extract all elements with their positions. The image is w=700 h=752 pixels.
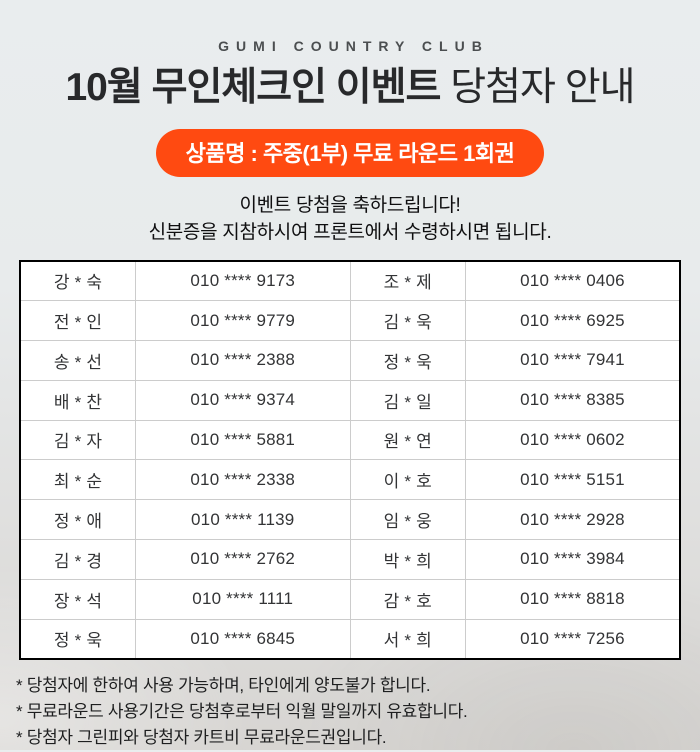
winner-phone-cell: 010 **** 1139 [135, 499, 351, 540]
winner-phone-cell: 010 **** 2388 [135, 339, 351, 381]
winner-phone-cell: 010 **** 0602 [465, 419, 681, 461]
winner-name-cell: 최 * 순 [19, 459, 136, 501]
winner-name-cell: 김 * 일 [349, 379, 466, 421]
table-row: 배 * 찬 010 **** 9374 김 * 일 010 **** 8385 [19, 379, 681, 421]
table-row: 정 * 애 010 **** 1139 임 * 웅 010 **** 2928 [19, 499, 681, 540]
winner-phone-cell: 010 **** 1111 [135, 578, 351, 620]
winner-name-cell: 정 * 욱 [19, 618, 136, 660]
winner-phone-cell: 010 **** 6925 [465, 300, 681, 341]
winners-table-body: 강 * 숙 010 **** 9173 조 * 제 010 **** 0406 전 * … [19, 260, 681, 660]
winner-name-cell: 장 * 석 [19, 578, 136, 620]
winners-table: 강 * 숙 010 **** 9173 조 * 제 010 **** 0406 전 * … [19, 259, 681, 660]
note-line: * 무료라운드 사용기간은 당첨후로부터 익월 말일까지 유효합니다. [16, 702, 468, 722]
winner-phone-cell: 010 **** 7941 [465, 339, 681, 381]
table-row: 김 * 자 010 **** 5881 원 * 연 010 **** 0602 [19, 419, 681, 461]
club-name: GUMI COUNTRY CLUB [218, 38, 489, 54]
page-title-rest: 당첨자 안내 [440, 66, 635, 109]
winner-name-cell: 정 * 애 [19, 499, 136, 540]
congrats-line-1: 이벤트 당첨을 축하드립니다! [239, 194, 461, 216]
winner-name-cell: 배 * 찬 [19, 379, 136, 421]
congrats-message: 이벤트 당첨을 축하드립니다! 신분증을 지참하시여 프론트에서 수령하시면 됩… [149, 193, 552, 247]
note-line: * 당첨자 그린피와 당첨자 카트비 무료라운드권입니다. [16, 728, 387, 748]
winner-name-cell: 조 * 제 [349, 260, 466, 302]
table-row: 강 * 숙 010 **** 9173 조 * 제 010 **** 0406 [19, 260, 681, 302]
winner-name-cell: 김 * 자 [19, 419, 136, 461]
winner-name-cell: 이 * 호 [349, 459, 466, 501]
table-row: 김 * 경 010 **** 2762 박 * 희 010 **** 3984 [19, 538, 681, 580]
page-title-strong: 10월 무인체크인 이벤트 [65, 66, 441, 109]
winner-phone-cell: 010 **** 0406 [465, 260, 681, 302]
winner-name-cell: 박 * 희 [349, 538, 466, 580]
winner-name-cell: 송 * 선 [19, 339, 136, 381]
winner-phone-cell: 010 **** 2338 [135, 459, 351, 501]
winner-phone-cell: 010 **** 9374 [135, 379, 351, 421]
winner-phone-cell: 010 **** 5151 [465, 459, 681, 501]
congrats-line-2: 신분증을 지참하시여 프론트에서 수령하시면 됩니다. [148, 221, 552, 243]
winner-phone-cell: 010 **** 7256 [465, 618, 681, 660]
winner-name-cell: 김 * 욱 [349, 300, 466, 341]
winner-name-cell: 정 * 욱 [349, 339, 466, 381]
prize-badge: 상품명 : 주중(1부) 무료 라운드 1회권 [155, 128, 545, 177]
winner-phone-cell: 010 **** 9779 [135, 300, 351, 341]
winner-phone-cell: 010 **** 2928 [465, 499, 681, 540]
winner-name-cell: 김 * 경 [19, 538, 136, 580]
page-title: 10월 무인체크인 이벤트 당첨자 안내 [65, 66, 635, 110]
winner-name-cell: 원 * 연 [349, 419, 466, 461]
table-row: 정 * 욱 010 **** 6845 서 * 희 010 **** 7256 [19, 618, 681, 660]
table-row: 송 * 선 010 **** 2388 정 * 욱 010 **** 7941 [19, 339, 681, 381]
winner-phone-cell: 010 **** 8818 [465, 578, 681, 620]
winner-phone-cell: 010 **** 2762 [135, 538, 351, 580]
table-row: 장 * 석 010 **** 1111 감 * 호 010 **** 8818 [19, 578, 681, 620]
footer-notes: * 당첨자에 한하여 사용 가능하며, 타인에게 양도불가 합니다. * 무료라운… [16, 673, 684, 752]
winner-name-cell: 감 * 호 [349, 578, 466, 620]
table-row: 전 * 인 010 **** 9779 김 * 욱 010 **** 6925 [19, 300, 681, 341]
winner-name-cell: 전 * 인 [19, 300, 136, 341]
winner-phone-cell: 010 **** 9173 [135, 260, 351, 302]
winner-name-cell: 강 * 숙 [19, 260, 136, 302]
winner-phone-cell: 010 **** 8385 [465, 379, 681, 421]
table-row: 최 * 순 010 **** 2338 이 * 호 010 **** 5151 [19, 459, 681, 501]
winner-name-cell: 임 * 웅 [349, 499, 466, 540]
winner-phone-cell: 010 **** 6845 [135, 618, 351, 660]
note-line: * 당첨자에 한하여 사용 가능하며, 타인에게 양도불가 합니다. [16, 675, 431, 695]
winner-name-cell: 서 * 희 [349, 618, 466, 660]
winner-phone-cell: 010 **** 3984 [465, 538, 681, 580]
winner-phone-cell: 010 **** 5881 [135, 419, 351, 461]
